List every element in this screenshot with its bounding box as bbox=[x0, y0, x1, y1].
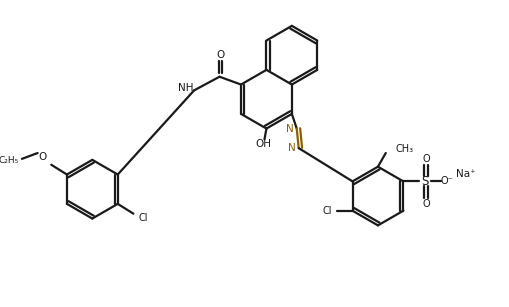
Text: O⁻: O⁻ bbox=[441, 177, 454, 186]
Text: NH: NH bbox=[179, 84, 194, 93]
Text: Cl: Cl bbox=[322, 206, 332, 216]
Text: O: O bbox=[422, 199, 430, 209]
Text: Na⁺: Na⁺ bbox=[456, 169, 476, 179]
Text: O: O bbox=[216, 50, 224, 60]
Text: Cl: Cl bbox=[138, 212, 148, 223]
Text: OH: OH bbox=[256, 139, 271, 149]
Text: S: S bbox=[421, 175, 429, 188]
Text: CH₃: CH₃ bbox=[395, 144, 414, 154]
Text: N: N bbox=[286, 123, 294, 134]
Text: C₂H₅: C₂H₅ bbox=[0, 156, 18, 165]
Text: O: O bbox=[38, 152, 47, 162]
Text: O: O bbox=[422, 154, 430, 164]
Text: N: N bbox=[288, 143, 296, 153]
